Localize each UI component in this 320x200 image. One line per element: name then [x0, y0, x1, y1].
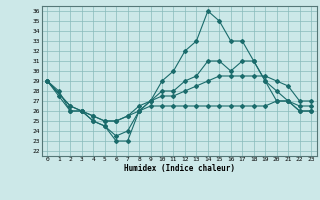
X-axis label: Humidex (Indice chaleur): Humidex (Indice chaleur): [124, 164, 235, 173]
